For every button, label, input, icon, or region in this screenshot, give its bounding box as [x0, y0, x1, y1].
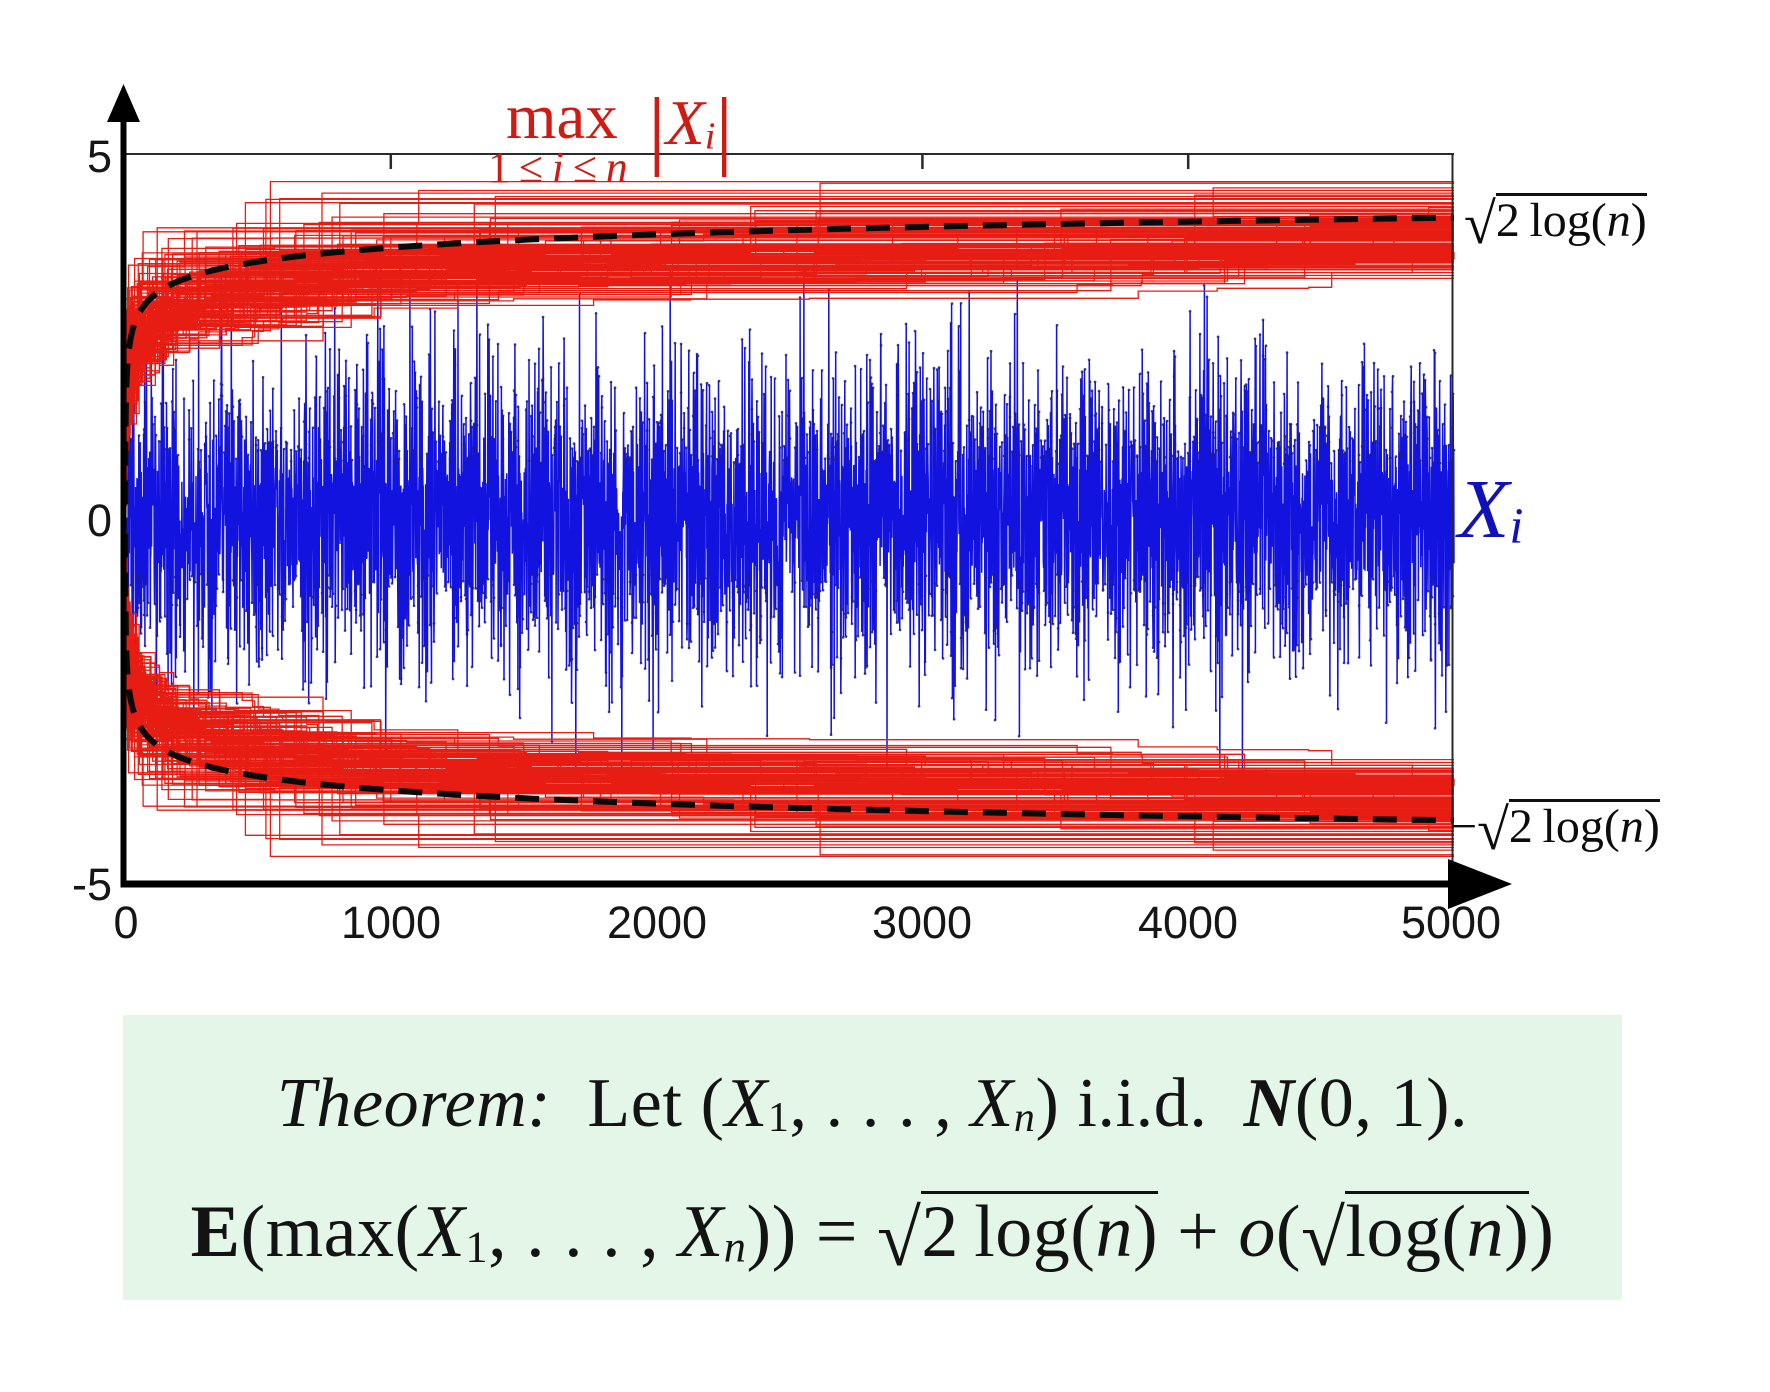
svg-text:1000: 1000 — [341, 897, 441, 948]
svg-text:-5: -5 — [72, 859, 112, 910]
svg-text:4000: 4000 — [1138, 897, 1238, 948]
svg-text:3000: 3000 — [872, 897, 972, 948]
svg-text:5: 5 — [87, 131, 112, 182]
svg-text:0: 0 — [113, 897, 138, 948]
svg-text:2000: 2000 — [607, 897, 707, 948]
svg-text:5000: 5000 — [1401, 897, 1501, 948]
svg-text:0: 0 — [87, 495, 112, 546]
